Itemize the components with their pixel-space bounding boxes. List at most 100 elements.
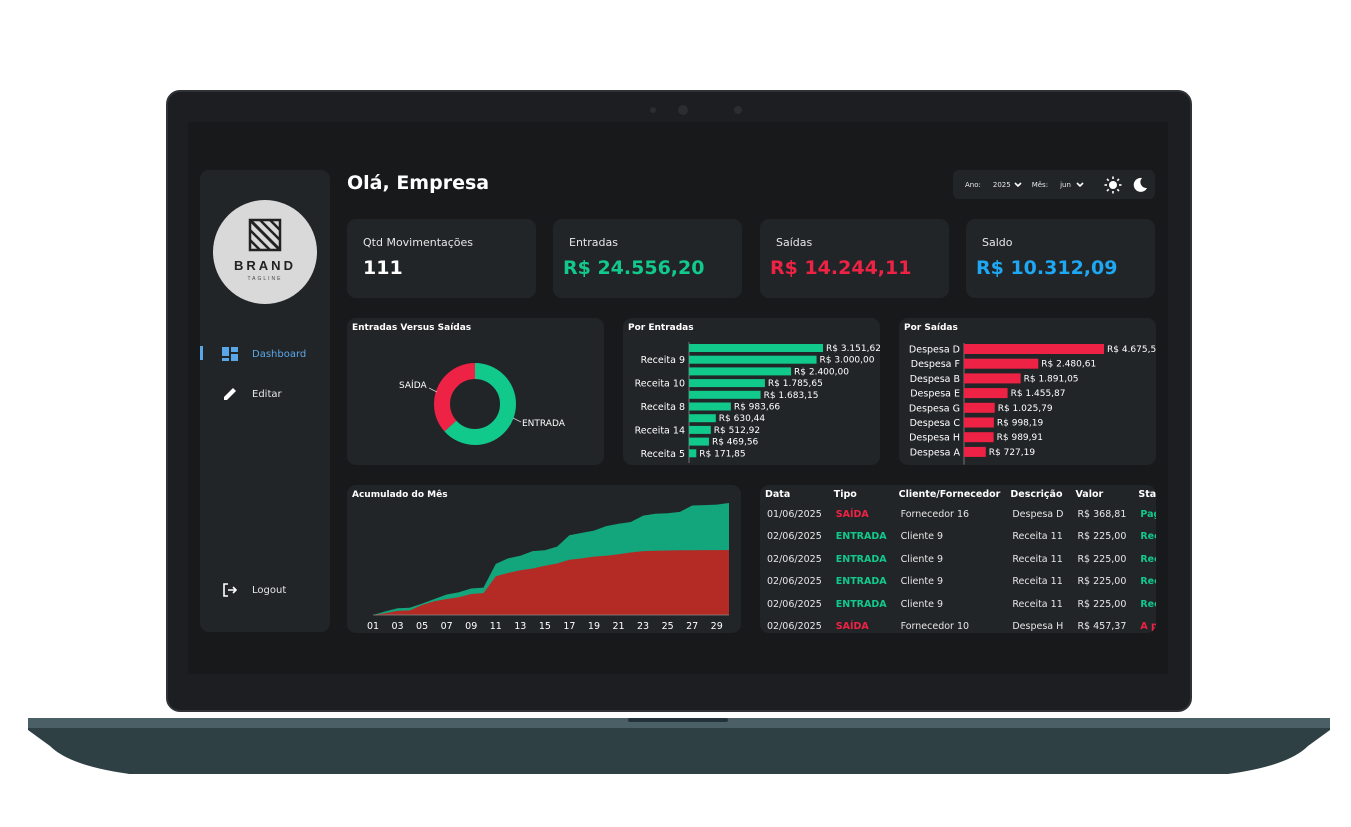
bar-category-label: Despesa D — [909, 345, 960, 356]
moon-icon[interactable] — [1132, 177, 1148, 193]
table-row[interactable]: 02/06/2025 ENTRADA Cliente 9 Receita 11 R$ 2… — [760, 571, 1156, 594]
bar[interactable] — [689, 379, 765, 388]
bar[interactable] — [689, 344, 823, 352]
bar-value-label: R$ 2.400,00 — [794, 367, 849, 377]
bar[interactable] — [689, 355, 817, 364]
x-tick-label: 11 — [490, 621, 502, 632]
bar-chart-saidas: R$ 4.675,50 Despesa D R$ 2.480,61 Despesa F… — [909, 343, 1156, 465]
bar[interactable] — [689, 425, 711, 434]
table-row[interactable]: 02/06/2025 ENTRADA Cliente 9 Receita 11 R$ 2… — [760, 526, 1156, 549]
bar-value-label: R$ 171,85 — [699, 449, 745, 459]
bar[interactable] — [689, 390, 761, 399]
sensor-dot — [650, 107, 656, 113]
bar[interactable] — [964, 432, 994, 443]
bar[interactable] — [689, 449, 697, 458]
kpi-card-saidas: Saídas R$ 14.244,11 — [760, 219, 949, 298]
kpi-label: Saídas — [776, 236, 813, 249]
bar[interactable] — [964, 417, 994, 428]
brand-tagline: TAGLINE — [247, 276, 282, 282]
table-cell: ENTRADA — [835, 553, 887, 565]
x-tick-label: 01 — [367, 621, 379, 632]
chevron-down-icon — [1014, 181, 1022, 187]
table-cell: ENTRADA — [835, 576, 887, 588]
area-saida[interactable] — [373, 550, 729, 615]
filter-bar: Ano: 2025 Mês: jun — [953, 170, 1155, 199]
table-cell: 02/06/2025 — [767, 576, 822, 588]
table-row[interactable]: 02/06/2025 ENTRADA Cliente 9 Receita 11 R$ 2… — [760, 593, 1156, 616]
transactions-table-panel: Data Tipo Cliente/Fornecedor Descrição Valor… — [760, 485, 1156, 633]
bar-category-label: Despesa E — [910, 389, 960, 400]
table-cell: 01/06/2025 — [767, 508, 822, 520]
table-row[interactable]: 02/06/2025 SAÍDA Fornecedor 10 Despesa H R$ … — [760, 616, 1156, 634]
donut-slice-saida[interactable] — [434, 363, 516, 445]
bar-value-label: R$ 998,19 — [997, 419, 1044, 429]
logout-button[interactable]: Logout — [222, 582, 286, 598]
bar[interactable] — [689, 367, 792, 376]
kpi-value: R$ 10.312,09 — [976, 257, 1118, 279]
bar-category-label: Despesa B — [910, 374, 960, 385]
bar-value-label: R$ 630,44 — [719, 414, 766, 424]
table-cell: Receita 11 — [1012, 598, 1063, 610]
bar[interactable] — [964, 446, 986, 457]
kpi-label: Entradas — [569, 236, 618, 249]
table-header[interactable]: Cliente/Fornecedor — [898, 488, 1001, 500]
laptop-base — [28, 718, 1330, 774]
bar[interactable] — [964, 402, 995, 413]
brand-mark-icon: BRAND TAGLINE — [234, 218, 293, 282]
bar-value-label: R$ 4.675,50 — [1107, 345, 1156, 355]
area-chart: 01 03 05 07 09 11 13 15 17 19 21 23 25 27 29 — [367, 503, 729, 632]
table-cell: Recebido — [1140, 531, 1156, 543]
bar[interactable] — [689, 437, 709, 446]
bar[interactable] — [964, 344, 1104, 354]
table-header[interactable]: Tipo — [833, 488, 857, 500]
bar-category-label: Despesa G — [909, 403, 960, 414]
bar-value-label: R$ 1.455,87 — [1011, 389, 1066, 399]
table-row[interactable]: 02/06/2025 ENTRADA Cliente 9 Receita 11 R$ 2… — [760, 548, 1156, 571]
table-cell: Recebido — [1140, 553, 1156, 565]
sidebar-item-dashboard[interactable]: Dashboard — [222, 346, 306, 362]
kpi-card-entradas: Entradas R$ 24.556,20 — [553, 219, 742, 298]
bar-chart-entradas-panel: Por Entradas R$ 3.151,62 R$ 3.000,00 Recei… — [623, 318, 880, 465]
year-select[interactable]: 2025 — [993, 181, 1022, 189]
dashboard-icon — [222, 346, 238, 362]
year-value: 2025 — [992, 180, 1011, 189]
kpi-label: Qtd Movimentações — [363, 236, 474, 249]
bar[interactable] — [689, 414, 716, 423]
bar[interactable] — [964, 358, 1039, 369]
bar-value-label: R$ 1.785,65 — [768, 379, 823, 389]
sensor-dot — [734, 106, 742, 114]
pencil-icon — [222, 386, 238, 402]
table-header[interactable]: Status — [1138, 488, 1156, 500]
bar-category-label: Receita 10 — [635, 379, 685, 390]
bar[interactable] — [689, 402, 731, 411]
table-cell: Cliente 9 — [900, 531, 944, 543]
table-header[interactable]: Valor — [1075, 488, 1104, 500]
x-tick-label: 17 — [563, 621, 575, 632]
table-cell: R$ 225,00 — [1077, 553, 1127, 565]
table-header[interactable]: Descrição — [1010, 488, 1063, 500]
sun-icon[interactable] — [1104, 176, 1122, 194]
month-select[interactable]: jun — [1060, 181, 1084, 189]
bar-category-label: Despesa H — [909, 433, 960, 444]
table-cell: 02/06/2025 — [767, 531, 822, 543]
table-header[interactable]: Data — [765, 488, 791, 500]
x-tick-label: 05 — [416, 621, 428, 632]
screen: BRAND TAGLINE Dashboard Editar Logout Ol… — [188, 122, 1168, 674]
x-tick-label: 03 — [392, 621, 404, 632]
donut-chart-panel: Entradas Versus Saídas ENTRADA SAÍDA — [347, 318, 604, 465]
table-row[interactable]: 01/06/2025 SAÍDA Fornecedor 16 Despesa D R$ … — [760, 503, 1156, 526]
bar-value-label: R$ 989,91 — [997, 433, 1043, 443]
brand-logo[interactable]: BRAND TAGLINE — [213, 200, 317, 304]
sidebar-item-editar[interactable]: Editar — [222, 386, 282, 402]
bar-category-label: Receita 14 — [635, 425, 685, 436]
transactions-table: Data Tipo Cliente/Fornecedor Descrição Valor… — [760, 485, 1156, 633]
table-cell: ENTRADA — [835, 598, 887, 610]
bar[interactable] — [964, 373, 1021, 384]
bar-value-label: R$ 2.480,61 — [1041, 360, 1096, 370]
bar-value-label: R$ 3.000,00 — [820, 356, 875, 366]
bar[interactable] — [964, 388, 1008, 399]
table-cell: Cliente 9 — [900, 598, 944, 610]
leader-line — [512, 417, 522, 423]
bar-value-label: R$ 727,19 — [989, 448, 1036, 458]
table-cell: Pago — [1140, 508, 1156, 520]
